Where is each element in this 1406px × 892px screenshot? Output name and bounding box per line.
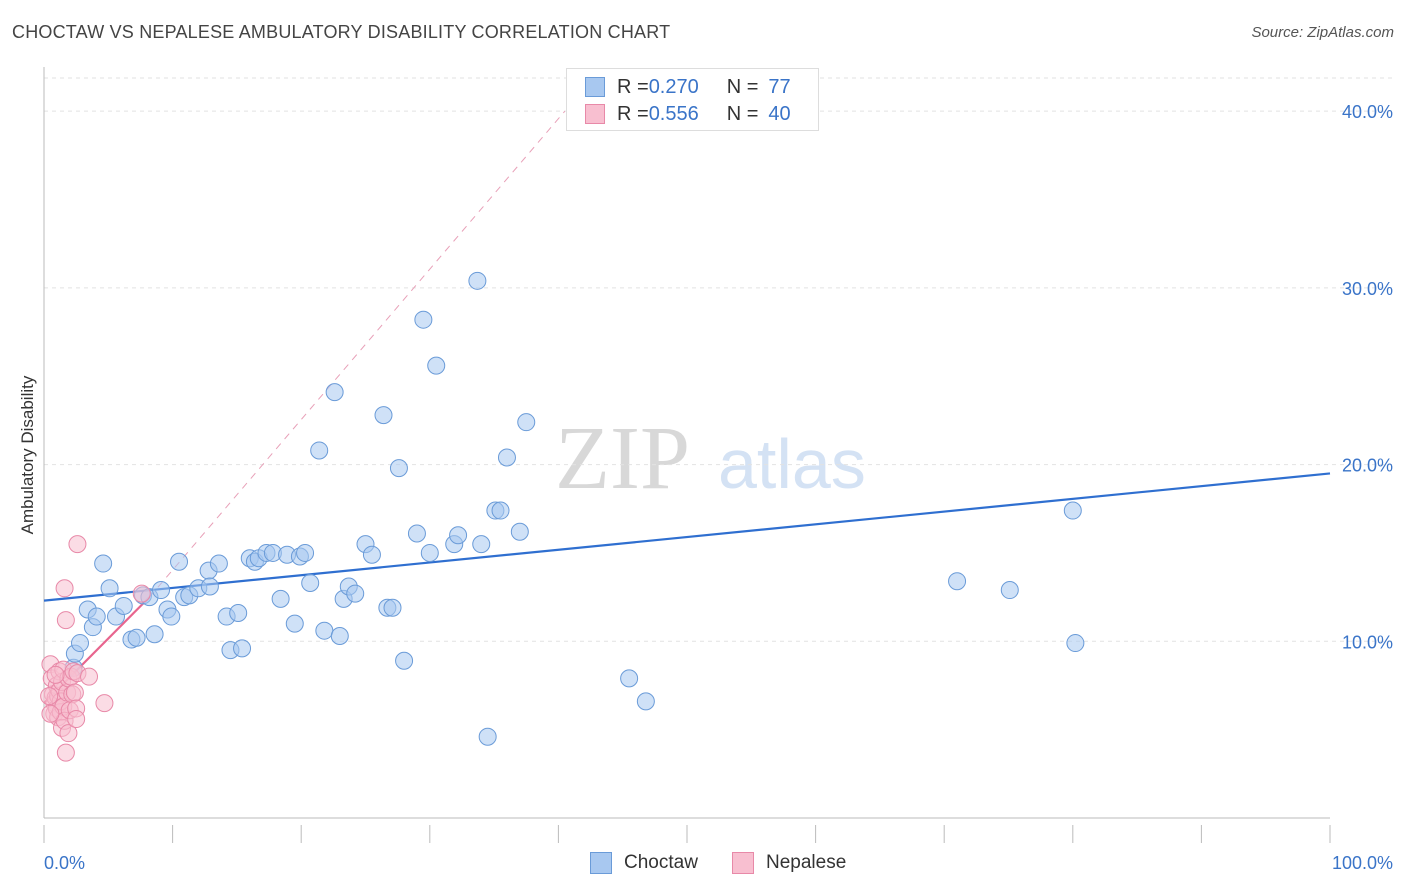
point-choctaw: [114, 596, 133, 615]
point-choctaw: [395, 651, 414, 670]
legend-r-value: 0.556: [648, 102, 699, 125]
point-nepalese: [41, 704, 60, 723]
watermark: ZIP atlas: [555, 409, 866, 508]
point-choctaw: [383, 598, 402, 617]
point-choctaw: [472, 535, 491, 554]
bottom-legend-nepalese[interactable]: Nepalese: [732, 852, 846, 874]
choctaw-label: Choctaw: [624, 852, 698, 873]
point-choctaw: [127, 628, 146, 647]
point-choctaw: [233, 639, 252, 658]
legend-n-label: N =: [726, 102, 759, 125]
point-nepalese: [56, 743, 75, 762]
choctaw-swatch: [590, 852, 612, 874]
point-choctaw: [1063, 501, 1082, 520]
point-nepalese: [59, 724, 78, 743]
point-nepalese: [67, 710, 86, 729]
point-choctaw: [427, 356, 446, 375]
point-choctaw: [620, 669, 639, 688]
point-nepalese: [95, 694, 114, 713]
stats-legend: R = 0.270 N = 77 R = 0.556 N = 40: [566, 68, 819, 131]
point-choctaw: [301, 573, 320, 592]
point-choctaw: [229, 604, 248, 623]
trend-line-choctaw: [43, 472, 1331, 602]
point-choctaw: [145, 625, 164, 644]
point-choctaw: [325, 383, 344, 402]
point-choctaw: [420, 543, 439, 562]
nepalese-label: Nepalese: [766, 852, 847, 873]
x-tick-label-max: 100.0%: [1332, 853, 1393, 873]
point-choctaw: [362, 545, 381, 564]
legend-n-label: N =: [726, 75, 759, 98]
legend-row-choctaw: R = 0.270 N = 77: [585, 76, 791, 98]
watermark-atlas: atlas: [718, 425, 866, 503]
point-nepalese: [132, 584, 151, 603]
point-choctaw: [491, 501, 510, 520]
point-choctaw: [510, 522, 529, 541]
point-nepalese: [46, 665, 65, 684]
point-choctaw: [152, 581, 171, 600]
point-choctaw: [497, 448, 516, 467]
data-points: [40, 271, 1085, 762]
point-nepalese: [65, 683, 84, 702]
point-choctaw: [478, 727, 497, 746]
legend-swatch-nepalese: [585, 104, 605, 124]
point-choctaw: [374, 406, 393, 425]
legend-r-value: 0.270: [648, 75, 699, 98]
legend-r-label: R =: [617, 102, 649, 125]
bottom-legend-choctaw[interactable]: Choctaw: [590, 852, 698, 874]
nepalese-swatch: [732, 852, 754, 874]
y-tick-label: 10.0%: [1342, 632, 1393, 652]
point-choctaw: [285, 614, 304, 633]
point-nepalese: [80, 667, 99, 686]
legend-n-value: 77: [768, 75, 791, 98]
point-nepalese: [40, 687, 59, 706]
source-label: Source: ZipAtlas.com: [1251, 24, 1394, 41]
point-choctaw: [296, 543, 315, 562]
point-choctaw: [346, 584, 365, 603]
point-choctaw: [1066, 634, 1085, 653]
point-choctaw: [200, 577, 219, 596]
point-choctaw: [100, 579, 119, 598]
point-choctaw: [414, 310, 433, 329]
y-tick-label: 20.0%: [1342, 456, 1393, 476]
point-choctaw: [468, 271, 487, 290]
point-nepalese: [56, 611, 75, 630]
point-choctaw: [94, 554, 113, 573]
x-tick-label-min: 0.0%: [44, 853, 85, 873]
point-choctaw: [636, 692, 655, 711]
point-choctaw: [389, 459, 408, 478]
tick-labels: 10.0% 20.0% 30.0% 40.0% 0.0% 100.0%: [44, 102, 1393, 873]
point-choctaw: [271, 589, 290, 608]
legend-n-value: 40: [768, 102, 791, 125]
point-choctaw: [315, 621, 334, 640]
legend-r-label: R =: [617, 75, 649, 98]
legend-row-nepalese: R = 0.556 N = 40: [585, 103, 791, 125]
y-tick-label: 40.0%: [1342, 102, 1393, 122]
y-tick-label: 30.0%: [1342, 279, 1393, 299]
chart-title: CHOCTAW VS NEPALESE AMBULATORY DISABILIT…: [12, 22, 671, 42]
point-choctaw: [330, 626, 349, 645]
trend-line-extended-nepalese: [149, 110, 566, 598]
point-choctaw: [87, 607, 106, 626]
point-choctaw: [1000, 581, 1019, 600]
point-choctaw: [948, 572, 967, 591]
point-choctaw: [449, 526, 468, 545]
point-choctaw: [517, 413, 536, 432]
point-choctaw: [407, 524, 426, 543]
point-choctaw: [310, 441, 329, 460]
point-choctaw: [162, 607, 181, 626]
point-nepalese: [68, 535, 87, 554]
point-choctaw: [170, 552, 189, 571]
point-choctaw: [209, 554, 228, 573]
point-choctaw: [71, 634, 90, 653]
watermark-zip: ZIP: [555, 409, 690, 508]
point-nepalese: [55, 579, 74, 598]
legend-swatch-choctaw: [585, 77, 605, 97]
